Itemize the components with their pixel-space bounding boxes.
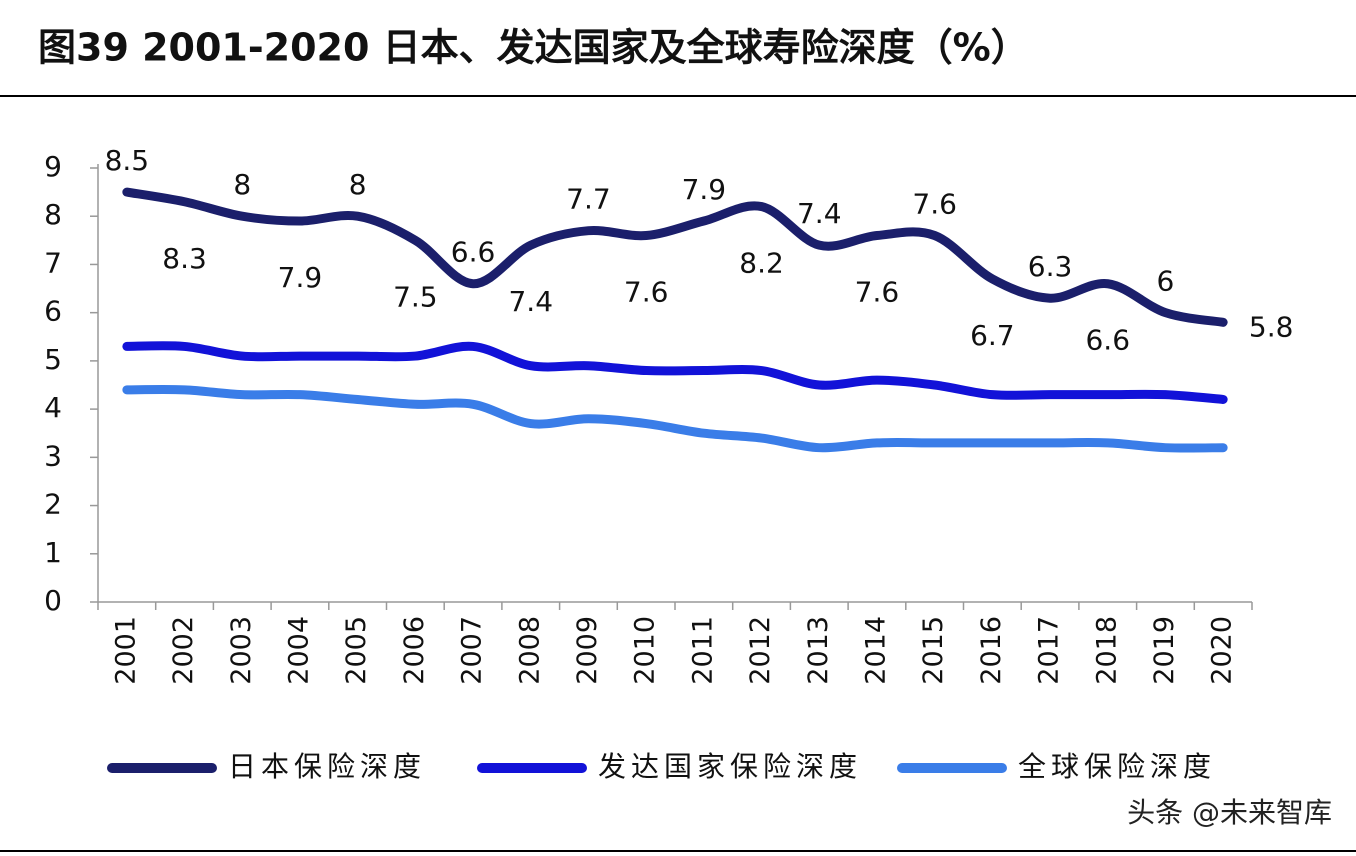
x-tick-label: 2013 xyxy=(803,616,834,685)
data-label: 8 xyxy=(233,168,251,201)
x-tick-label: 2019 xyxy=(1149,616,1180,685)
data-label: 6.6 xyxy=(1085,324,1130,357)
watermark: 头条 @未来智库 xyxy=(1127,796,1332,829)
x-tick-label: 2002 xyxy=(168,616,199,685)
legend-label: 全球保险深度 xyxy=(1018,750,1216,783)
y-tick-label: 8 xyxy=(44,198,62,231)
y-tick-label: 7 xyxy=(44,246,62,279)
data-label: 7.6 xyxy=(624,276,669,309)
data-label: 7.7 xyxy=(566,183,611,216)
x-tick-label: 2018 xyxy=(1091,616,1122,685)
chart-title: 图39 2001-2020 日本、发达国家及全球寿险深度（%） xyxy=(38,26,1029,70)
data-label: 8.3 xyxy=(162,242,207,275)
data-label: 6.7 xyxy=(970,319,1015,352)
data-label: 5.8 xyxy=(1249,310,1294,343)
data-label: 7.6 xyxy=(855,276,900,309)
y-tick-label: 0 xyxy=(44,584,62,617)
x-tick-label: 2017 xyxy=(1034,616,1065,685)
data-label: 8.2 xyxy=(739,247,784,280)
data-label: 6 xyxy=(1157,265,1175,298)
x-tick-label: 2003 xyxy=(226,616,257,685)
x-tick-label: 2001 xyxy=(110,616,141,685)
y-tick-label: 2 xyxy=(44,488,62,521)
x-tick-label: 2006 xyxy=(399,616,430,685)
data-label: 8 xyxy=(349,168,367,201)
x-tick-label: 2008 xyxy=(514,616,545,685)
x-tick-label: 2007 xyxy=(457,616,488,685)
data-label: 7.4 xyxy=(797,197,842,230)
y-tick-label: 9 xyxy=(44,150,62,183)
x-tick-label: 2009 xyxy=(572,616,603,685)
data-label: 6.3 xyxy=(1028,250,1073,283)
data-label: 6.6 xyxy=(451,236,496,269)
legend-label: 发达国家保险深度 xyxy=(598,750,862,783)
x-tick-label: 2016 xyxy=(976,616,1007,685)
x-tick-label: 2005 xyxy=(341,616,372,685)
x-tick-label: 2012 xyxy=(745,616,776,685)
x-tick-label: 2011 xyxy=(687,616,718,685)
y-tick-label: 1 xyxy=(44,536,62,569)
data-label: 7.9 xyxy=(278,261,323,294)
y-tick-label: 5 xyxy=(44,343,62,376)
data-label: 7.5 xyxy=(393,280,438,313)
x-tick-label: 2015 xyxy=(918,616,949,685)
legend-label: 日本保险深度 xyxy=(228,750,426,783)
line-series xyxy=(122,384,1228,453)
x-tick-label: 2014 xyxy=(860,616,891,685)
y-tick-label: 3 xyxy=(44,439,62,472)
y-tick-label: 4 xyxy=(44,391,62,424)
y-tick-label: 6 xyxy=(44,295,62,328)
line-series xyxy=(122,187,1228,327)
x-tick-label: 2010 xyxy=(630,616,661,685)
x-tick-label: 2004 xyxy=(283,616,314,685)
data-label: 7.6 xyxy=(912,188,957,221)
data-label: 8.5 xyxy=(105,144,150,177)
x-tick-label: 2020 xyxy=(1207,616,1238,685)
line-series xyxy=(122,341,1228,404)
data-label: 7.9 xyxy=(682,173,727,206)
data-label: 7.4 xyxy=(508,285,553,318)
